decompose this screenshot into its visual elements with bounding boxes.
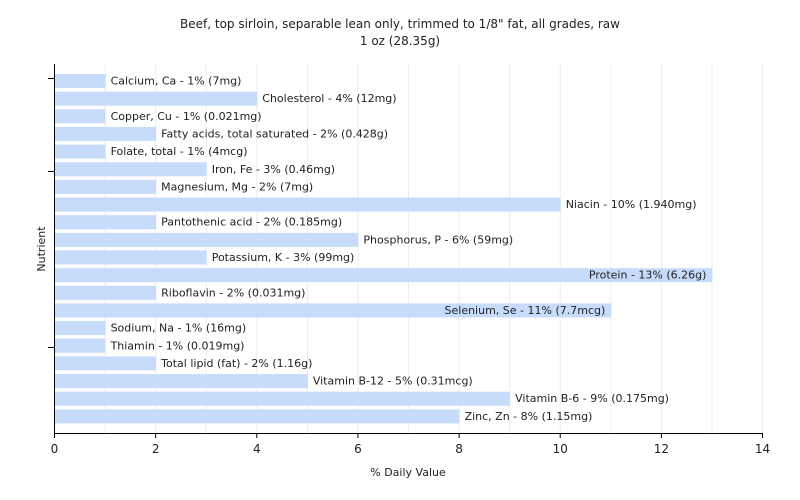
bar-label: Total lipid (fat) - 2% (1.16g) — [160, 357, 312, 370]
bar-label: Folate, total - 1% (4mcg) — [111, 145, 248, 158]
bar — [55, 162, 207, 177]
x-axis-label: % Daily Value — [370, 466, 446, 479]
bar-label: Riboflavin - 2% (0.031mg) — [161, 286, 305, 299]
bar-label: Protein - 13% (6.26g) — [589, 269, 707, 282]
bar-label: Niacin - 10% (1.940mg) — [566, 198, 697, 211]
bar — [55, 179, 157, 194]
bar-label: Pantothenic acid - 2% (0.185mg) — [161, 216, 342, 229]
bar — [55, 126, 157, 141]
bar-label: Zinc, Zn - 8% (1.15mg) — [465, 410, 593, 423]
x-tick-label: 10 — [553, 442, 568, 456]
bar — [55, 338, 106, 353]
bar — [55, 409, 460, 424]
x-tick-label: 8 — [455, 442, 463, 456]
bar — [55, 268, 713, 283]
chart-title: Beef, top sirloin, separable lean only, … — [180, 17, 620, 31]
bar — [55, 374, 308, 389]
bar — [55, 232, 359, 247]
bar — [55, 74, 106, 88]
bar-label: Calcium, Ca - 1% (7mg) — [111, 75, 242, 88]
bar — [55, 250, 207, 265]
bar — [55, 215, 157, 230]
x-tick-label: 0 — [51, 442, 59, 456]
bar-label: Thiamin - 1% (0.019mg) — [110, 339, 245, 352]
bars — [55, 74, 713, 424]
x-tick-label: 14 — [755, 442, 770, 456]
bar — [55, 321, 106, 336]
chart-subtitle: 1 oz (28.35g) — [360, 34, 440, 48]
x-tick-label: 6 — [354, 442, 362, 456]
bar — [55, 303, 612, 318]
bar-label: Vitamin B-12 - 5% (0.31mcg) — [313, 375, 473, 388]
bar-label: Potassium, K - 3% (99mg) — [212, 251, 355, 264]
x-tick-label: 12 — [654, 442, 669, 456]
bar — [55, 197, 561, 212]
axes — [54, 64, 763, 434]
bar-label: Cholesterol - 4% (12mg) — [262, 92, 396, 105]
x-tick-label: 2 — [152, 442, 160, 456]
bar-label: Iron, Fe - 3% (0.46mg) — [212, 163, 335, 176]
bar — [55, 144, 106, 159]
bar-label: Magnesium, Mg - 2% (7mg) — [161, 180, 313, 193]
x-tick-label: 4 — [253, 442, 261, 456]
grid — [54, 64, 763, 433]
bar-label: Selenium, Se - 11% (7.7mcg) — [445, 304, 606, 317]
bar-label: Sodium, Na - 1% (16mg) — [111, 322, 247, 335]
bar-label: Phosphorus, P - 6% (59mg) — [363, 233, 513, 246]
ticks: 0 2 4 6 8 10 12 14 — [48, 78, 770, 456]
bar — [55, 356, 157, 371]
y-axis-label: Nutrient — [35, 226, 48, 272]
bar-label: Vitamin B-6 - 9% (0.175mg) — [515, 392, 669, 405]
bar-label: Fatty acids, total saturated - 2% (0.428… — [161, 127, 388, 140]
bar — [55, 285, 157, 300]
bar — [55, 391, 511, 406]
bar — [55, 91, 258, 106]
bar-label: Copper, Cu - 1% (0.021mg) — [111, 110, 262, 123]
bar-labels: Calcium, Ca - 1% (7mg) Cholesterol - 4% (… — [110, 75, 707, 423]
bar — [55, 109, 106, 124]
